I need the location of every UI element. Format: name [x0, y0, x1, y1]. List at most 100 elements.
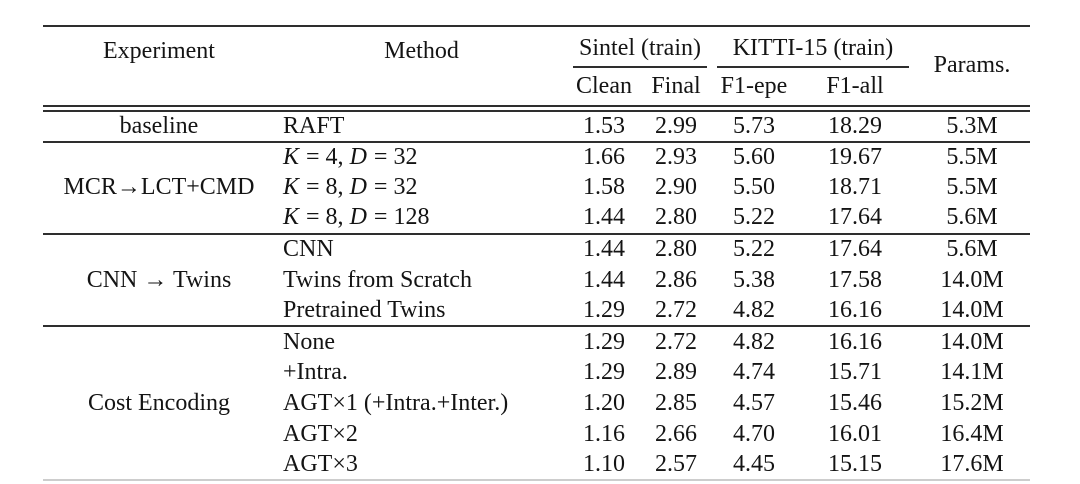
method-cell: Pretrained Twins [283, 296, 446, 323]
f1-epe-value-cell: 5.50 [733, 174, 775, 201]
params-value-cell: 16.4M [940, 420, 1004, 447]
f1-epe-value-cell: 5.22 [733, 204, 775, 231]
f1-all-value-cell: 16.16 [828, 296, 882, 323]
final-value-cell: 2.93 [640, 140, 712, 173]
clean-value-cell: 1.29 [583, 358, 625, 385]
clean-value-cell: 1.44 [568, 232, 640, 265]
column-header-method: Method [275, 26, 568, 112]
clean-value-cell: 1.58 [583, 174, 625, 201]
method-cell: AGT×3 [283, 450, 358, 477]
table-row: MCR→LCT+CMD K = 4, D = 32 1.66 2.93 5.60 19.6… [43, 140, 1030, 234]
column-group-sintel-label: Sintel (train) [573, 35, 707, 68]
clean-value-cell: 1.20 [583, 389, 625, 416]
final-value-cell: 2.99 [655, 112, 697, 139]
experiment-cell: CNN → Twins [43, 232, 275, 327]
final-value-cell: 2.80 [640, 232, 712, 265]
params-value-cell: 14.1M [940, 358, 1004, 385]
f1-epe-value-cell: 4.82 [733, 296, 775, 323]
params-value-cell: 5.5M [914, 140, 1030, 173]
f1-all-value-cell: 18.71 [828, 174, 882, 201]
table-row: K = 8, D = 128 1.44 2.80 5.22 17.64 5.6M [43, 203, 1030, 234]
f1-epe-value-cell: 5.73 [733, 112, 775, 139]
clean-value-cell: 1.29 [568, 325, 640, 358]
f1-epe-value-cell: 5.60 [712, 140, 796, 173]
table-row: CNN → Twins CNN 1.44 2.80 5.22 17.64 5.6M [43, 232, 1030, 327]
f1-all-value-cell: 15.46 [828, 389, 882, 416]
f1-all-value-cell: 18.29 [828, 112, 882, 139]
column-header-params: Params. [914, 26, 1030, 112]
f1-all-value-cell: 17.64 [796, 232, 914, 265]
params-value-cell: 17.6M [940, 450, 1004, 477]
f1-all-value-cell: 17.64 [828, 204, 882, 231]
clean-value-cell: 1.16 [583, 420, 625, 447]
final-value-cell: 2.80 [655, 204, 697, 231]
f1-all-value-cell: 15.15 [828, 450, 882, 477]
table-row: Pretrained Twins 1.29 2.72 4.82 16.16 14.0M [43, 295, 1030, 326]
column-header-clean: Clean [568, 68, 640, 112]
f1-all-value-cell: 17.58 [828, 266, 882, 293]
experiment-cell: baseline [119, 112, 199, 139]
experiment-cell: MCR→LCT+CMD [43, 140, 275, 234]
method-cell: AGT×2 [283, 420, 358, 447]
f1-epe-value-cell: 4.82 [712, 325, 796, 358]
column-header-final: Final [640, 68, 712, 112]
table-row: AGT×2 1.16 2.66 4.70 16.01 16.4M [43, 419, 1030, 450]
method-cell: CNN [275, 232, 568, 265]
clean-value-cell: 1.44 [583, 266, 625, 293]
table-row: K = 8, D = 32 1.58 2.90 5.50 18.71 5.5M [43, 172, 1030, 203]
params-value-cell: 14.0M [914, 325, 1030, 358]
table-row: AGT×1 (+Intra.+Inter.) 1.20 2.85 4.57 15.46 1… [43, 388, 1030, 419]
column-group-sintel: Sintel (train) [568, 26, 712, 68]
table-header: Experiment Method Sintel (train) KITTI-1… [43, 26, 1030, 112]
final-value-cell: 2.90 [655, 174, 697, 201]
params-value-cell: 14.0M [940, 296, 1004, 323]
params-value-cell: 5.3M [946, 112, 998, 139]
params-value-cell: 5.6M [946, 204, 998, 231]
column-header-experiment: Experiment [43, 26, 275, 112]
column-header-f1-epe: F1-epe [712, 68, 796, 112]
table-body: baseline RAFT 1.53 2.99 5.73 18.29 5.3M MCR→LCT… [43, 108, 1030, 481]
params-value-cell: 14.0M [940, 266, 1004, 293]
method-cell: K = 4, D = 32 [275, 140, 568, 173]
final-value-cell: 2.89 [655, 358, 697, 385]
ablation-table: Experiment Method Sintel (train) KITTI-1… [43, 25, 1030, 482]
table-row: baseline RAFT 1.53 2.99 5.73 18.29 5.3M [43, 108, 1030, 142]
method-cell: AGT×1 (+Intra.+Inter.) [283, 389, 509, 416]
method-cell: K = 8, D = 32 [283, 174, 418, 201]
method-cell: Twins from Scratch [283, 266, 472, 293]
f1-all-value-cell: 19.67 [796, 140, 914, 173]
f1-all-value-cell: 15.71 [828, 358, 882, 385]
f1-epe-value-cell: 4.57 [733, 389, 775, 416]
final-value-cell: 2.72 [655, 296, 697, 323]
column-group-kitti-label: KITTI-15 (train) [717, 35, 909, 68]
experiment-cell: Cost Encoding [43, 325, 275, 481]
final-value-cell: 2.85 [655, 389, 697, 416]
clean-value-cell: 1.66 [568, 140, 640, 173]
clean-value-cell: 1.29 [583, 296, 625, 323]
method-cell: +Intra. [283, 358, 348, 385]
clean-value-cell: 1.10 [583, 450, 625, 477]
f1-all-value-cell: 16.16 [796, 325, 914, 358]
params-value-cell: 5.5M [946, 174, 998, 201]
f1-epe-value-cell: 5.38 [733, 266, 775, 293]
table-row: Twins from Scratch 1.44 2.86 5.38 17.58 14.0M [43, 265, 1030, 296]
final-value-cell: 2.66 [655, 420, 697, 447]
final-value-cell: 2.57 [655, 450, 697, 477]
f1-all-value-cell: 16.01 [828, 420, 882, 447]
table-row: Cost Encoding None 1.29 2.72 4.82 16.16 14.0M [43, 325, 1030, 481]
final-value-cell: 2.86 [655, 266, 697, 293]
f1-epe-value-cell: 5.22 [712, 232, 796, 265]
column-group-kitti: KITTI-15 (train) [712, 26, 914, 68]
column-header-f1-all: F1-all [796, 68, 914, 112]
method-cell: K = 8, D = 128 [283, 204, 430, 231]
table-row: AGT×3 1.10 2.57 4.45 15.15 17.6M [43, 449, 1030, 480]
table-row: +Intra. 1.29 2.89 4.74 15.71 14.1M [43, 357, 1030, 388]
clean-value-cell: 1.44 [583, 204, 625, 231]
f1-epe-value-cell: 4.45 [733, 450, 775, 477]
method-cell: None [275, 325, 568, 358]
method-cell: RAFT [283, 112, 345, 139]
final-value-cell: 2.72 [640, 325, 712, 358]
clean-value-cell: 1.53 [583, 112, 625, 139]
params-value-cell: 15.2M [940, 389, 1004, 416]
